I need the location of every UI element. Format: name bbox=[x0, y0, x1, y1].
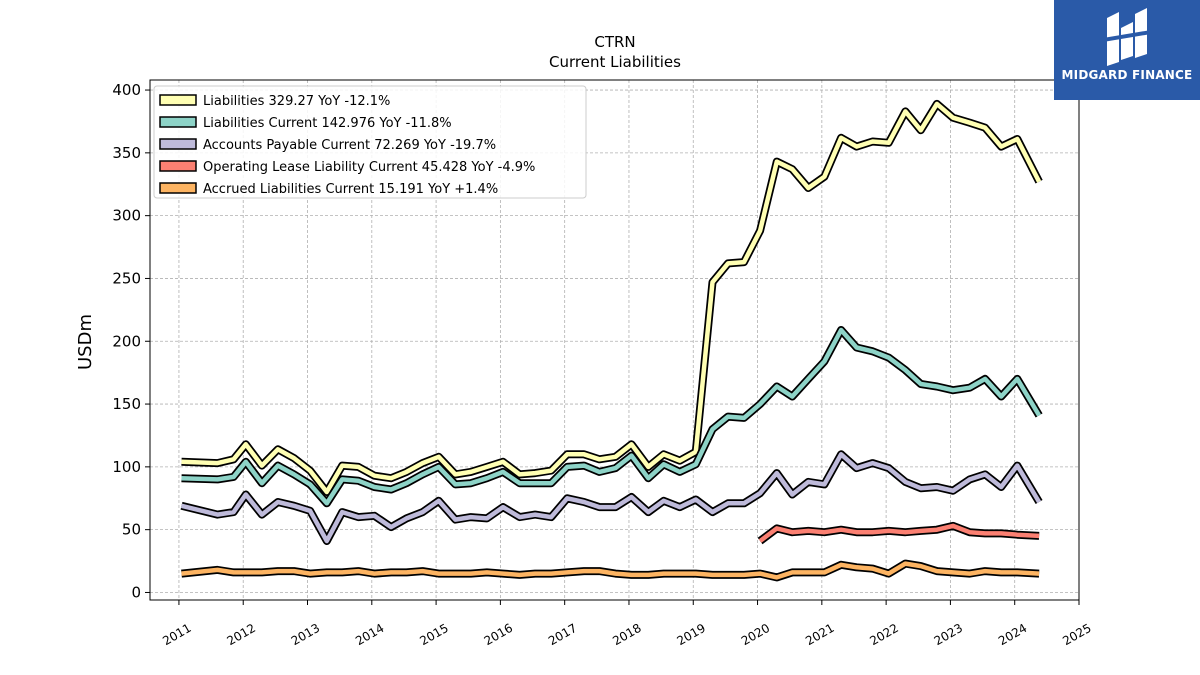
x-tick-label: 2024 bbox=[996, 621, 1029, 648]
midgard-logo-icon bbox=[1103, 8, 1151, 66]
chart-subtitle: Current Liabilities bbox=[549, 53, 681, 71]
series-line bbox=[180, 452, 1042, 544]
y-axis: 0 50 100 150 200 250 300 350 400 bbox=[112, 81, 150, 601]
y-axis-label: USDm bbox=[75, 314, 96, 370]
chart-title: CTRN bbox=[594, 33, 635, 51]
y-tick-label: 50 bbox=[122, 521, 141, 539]
x-tick-label: 2013 bbox=[289, 621, 322, 648]
x-tick-label: 2022 bbox=[867, 621, 900, 648]
series-line bbox=[181, 561, 1040, 580]
legend-swatch bbox=[159, 160, 197, 172]
x-tick-label: 2019 bbox=[675, 621, 708, 648]
x-tick-label: 2025 bbox=[1060, 621, 1093, 648]
x-tick-label: 2023 bbox=[932, 621, 965, 648]
legend-swatch bbox=[159, 116, 197, 128]
x-tick-label: 2020 bbox=[739, 621, 772, 648]
y-tick-label: 0 bbox=[131, 583, 141, 601]
x-tick-label: 2018 bbox=[610, 621, 643, 648]
series-line bbox=[758, 523, 1040, 543]
x-tick-label: 2021 bbox=[803, 621, 836, 648]
brand-logo: MIDGARD FINANCE bbox=[1054, 0, 1200, 100]
series-line bbox=[181, 101, 1042, 495]
series-outline bbox=[181, 326, 1043, 508]
legend-swatch bbox=[159, 138, 197, 150]
x-tick-label: 2012 bbox=[224, 621, 257, 648]
legend-box bbox=[153, 85, 587, 199]
x-tick-label: 2011 bbox=[160, 621, 193, 648]
x-tick-label: 2017 bbox=[546, 621, 579, 648]
legend-swatch bbox=[159, 94, 197, 106]
legend-entry: Accrued Liabilities Current 15.191 YoY +… bbox=[203, 182, 498, 197]
y-tick-label: 200 bbox=[112, 332, 141, 350]
x-tick-label: 2015 bbox=[417, 621, 450, 648]
legend-entry: Liabilities 329.27 YoY -12.1% bbox=[203, 94, 390, 109]
legend-entry: Accounts Payable Current 72.269 YoY -19.… bbox=[203, 138, 496, 153]
x-tick-label: 2016 bbox=[482, 621, 515, 648]
y-tick-label: 350 bbox=[112, 144, 141, 162]
legend-entry: Operating Lease Liability Current 45.428… bbox=[203, 160, 535, 175]
y-tick-label: 300 bbox=[112, 207, 141, 225]
y-tick-label: 250 bbox=[112, 269, 141, 287]
legend-swatch bbox=[159, 182, 197, 194]
x-tick-label: 2014 bbox=[353, 621, 386, 648]
x-axis: 2011 2012 2013 2014 2015 2016 2017 2018 2019 2020… bbox=[160, 600, 1094, 648]
logo-text: MIDGARD FINANCE bbox=[1061, 68, 1193, 82]
series-line bbox=[181, 327, 1042, 506]
series-lines bbox=[180, 99, 1043, 582]
legend: Liabilities 329.27 YoY -12.1% Liabilities… bbox=[153, 85, 587, 199]
y-tick-label: 100 bbox=[112, 458, 141, 476]
plot-frame bbox=[149, 79, 1080, 601]
y-tick-label: 400 bbox=[112, 81, 141, 99]
legend-entry: Liabilities Current 142.976 YoY -11.8% bbox=[203, 116, 452, 131]
y-tick-label: 150 bbox=[112, 395, 141, 413]
